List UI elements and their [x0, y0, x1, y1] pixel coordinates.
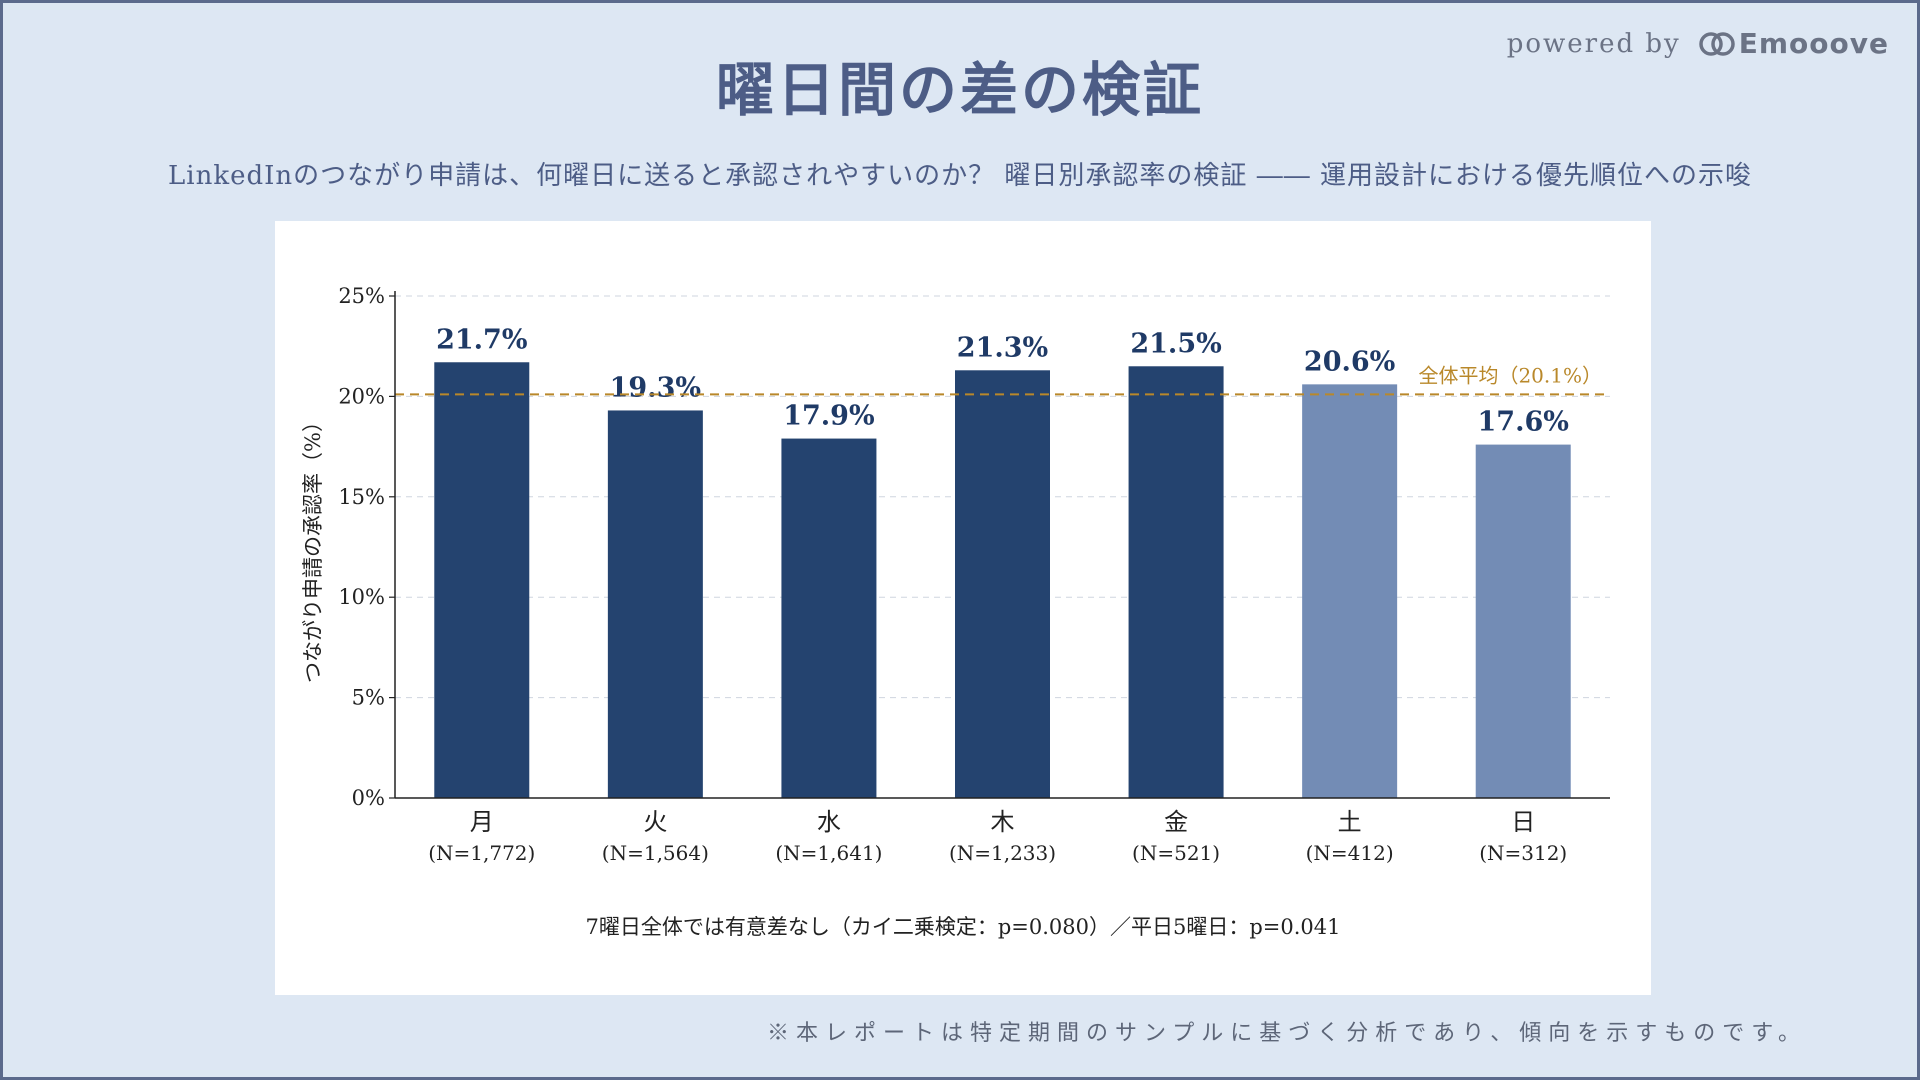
- y-tick-label: 0%: [352, 786, 385, 810]
- x-sample-label: (N=1,641): [775, 841, 882, 865]
- bar-2: [607, 410, 703, 798]
- brand-logo: Emooove: [1698, 27, 1889, 60]
- bar-4: [955, 370, 1050, 798]
- significance-note: 7曜日全体では有意差なし（カイ二乗検定：p=0.080）／平日5曜日：p=0.0…: [585, 915, 1341, 939]
- x-tick-label: 月: [470, 808, 494, 836]
- bar-7: [1475, 444, 1571, 798]
- chart-panel: 0% 5% 10% 15% 20% 25% つながり申請の承認率（%） 21.7% 月 (N=1,…: [275, 221, 1651, 995]
- x-sample-label: (N=412): [1306, 841, 1394, 865]
- y-tick-label: 20%: [338, 384, 385, 408]
- x-sample-label: (N=1,772): [428, 841, 535, 865]
- y-tick-label: 10%: [338, 585, 385, 609]
- bar-value-label: 20.6%: [1304, 346, 1395, 377]
- bar-value-label: 17.9%: [783, 401, 874, 432]
- brand-name: Emooove: [1738, 27, 1889, 60]
- x-tick-label: 水: [817, 808, 841, 836]
- x-sample-label: (N=1,233): [949, 841, 1056, 865]
- average-line-label: 全体平均（20.1%）: [1418, 363, 1602, 387]
- page-title: 曜日間の差の検証: [715, 56, 1204, 124]
- y-tick-label: 5%: [352, 686, 385, 710]
- brand-prefix: powered by: [1506, 28, 1681, 59]
- x-tick-label: 木: [991, 808, 1015, 836]
- bar-chart: 0% 5% 10% 15% 20% 25% つながり申請の承認率（%） 21.7% 月 (N=1,…: [301, 284, 1610, 865]
- x-tick-label: 土: [1338, 808, 1362, 836]
- bar-3: [781, 438, 877, 798]
- x-tick-label: 金: [1164, 808, 1188, 836]
- bar-1: [434, 362, 530, 798]
- brand: powered by Emooove: [1507, 27, 1889, 60]
- x-sample-label: (N=312): [1479, 841, 1567, 865]
- x-tick-label: 火: [643, 808, 667, 836]
- y-axis-label: つながり申請の承認率（%）: [301, 411, 325, 683]
- y-tick-label: 15%: [338, 485, 385, 509]
- x-sample-label: (N=521): [1132, 841, 1220, 865]
- x-tick-label: 日: [1511, 808, 1535, 836]
- bar-6: [1302, 384, 1398, 798]
- bar-value-label: 21.3%: [957, 332, 1048, 363]
- brand-logo-icon: [1698, 31, 1735, 56]
- bar-value-label: 19.3%: [610, 372, 701, 403]
- x-sample-label: (N=1,564): [602, 841, 709, 865]
- bar-value-label: 17.6%: [1478, 407, 1569, 438]
- bar-value-label: 21.5%: [1130, 328, 1221, 359]
- bar-5: [1128, 366, 1224, 798]
- y-tick-label: 25%: [338, 284, 385, 308]
- bar-value-label: 21.7%: [436, 324, 527, 355]
- footer-disclaimer: ※本レポートは特定期間のサンプルに基づく分析であり、傾向を示すものです。: [766, 1021, 1807, 1046]
- subtitle: LinkedInのつながり申請は、何曜日に送ると承認されやすいのか？ 曜日別承認…: [168, 161, 1752, 191]
